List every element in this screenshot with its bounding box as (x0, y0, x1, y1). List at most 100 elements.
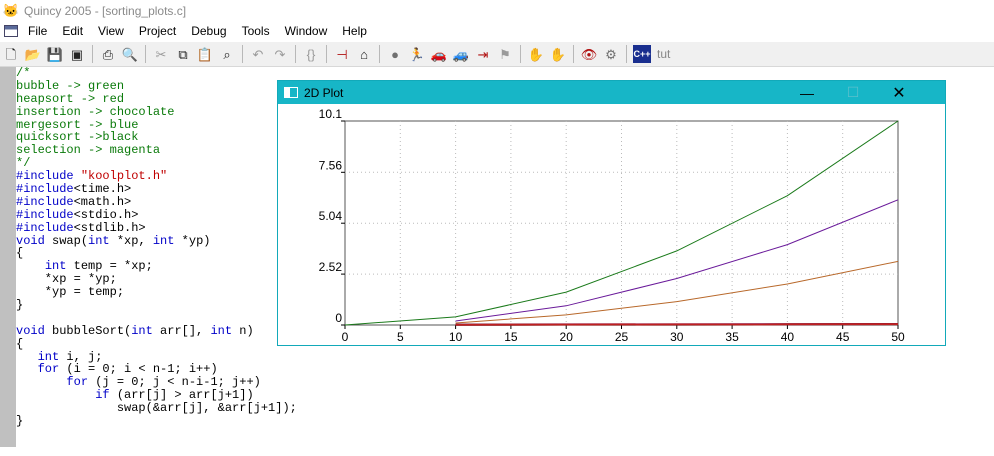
cpp-icon[interactable]: C++ (633, 45, 651, 63)
step-icon[interactable]: 🚗 (430, 46, 448, 62)
home-icon[interactable]: ⌂ (360, 46, 368, 62)
code-line: for (j = 0; j < n-i-1; j++) (16, 376, 994, 389)
code-token: *yp = temp; (16, 285, 125, 300)
code-token: i, j; (59, 349, 103, 364)
minimize-button[interactable]: — (800, 84, 814, 101)
code-token: *xp = *yp; (16, 272, 117, 287)
code-token: "koolplot.h" (80, 169, 168, 184)
new-file-icon[interactable]: 🗋 (5, 46, 17, 62)
code-line: #include<math.h> (16, 194, 994, 209)
close-button[interactable]: ✕ (892, 84, 906, 102)
code-token: <time.h> (73, 182, 132, 197)
code-line: void bubbleSort(int arr[], int n) (16, 323, 994, 338)
series-line-2 (455, 260, 899, 324)
toolbar-separator (92, 45, 93, 63)
watch-icon[interactable]: ✋ (549, 46, 567, 62)
print-icon[interactable]: ⎙ (102, 46, 114, 62)
code-token (16, 350, 38, 364)
breakpoint-icon[interactable]: ⊣ (336, 46, 348, 62)
code-token: #include (16, 169, 81, 184)
x-tick-label: 50 (891, 330, 905, 344)
menu-help[interactable]: Help (342, 24, 367, 38)
code-line: #include<stdio.h> (16, 208, 994, 222)
plot-window-title: 2D Plot (304, 85, 344, 100)
code-line: bubble -> green (16, 78, 994, 93)
code-token: <math.h> (73, 194, 132, 209)
menu-file[interactable]: File (28, 24, 48, 38)
system-menu-icon[interactable] (4, 25, 18, 37)
code-token: (j = 0; j < n-i-1; j++) (88, 375, 261, 390)
code-token: */ (16, 156, 31, 171)
maximize-button[interactable]: ☐ (846, 84, 860, 100)
code-line: { (16, 337, 994, 351)
toolbar-separator (573, 45, 574, 63)
menu-project[interactable]: Project (138, 24, 177, 38)
run-icon[interactable]: 🏃 (408, 46, 426, 62)
x-tick-label: 20 (560, 330, 574, 344)
cut-icon[interactable]: ✂ (155, 46, 167, 62)
code-token: swap(&arr[j], &arr[j+1]); (16, 401, 297, 416)
hand-icon[interactable]: ✋ (527, 46, 545, 62)
code-token: int (152, 233, 175, 248)
code-line: heapsort -> red (16, 92, 994, 106)
code-token: for (66, 375, 89, 390)
code-line: #include<time.h> (16, 183, 994, 196)
menu-view[interactable]: View (98, 24, 124, 38)
code-line: */ (16, 157, 994, 170)
open-folder-icon[interactable]: 📂 (24, 46, 42, 62)
code-line: { (16, 247, 994, 260)
stop-icon[interactable]: ● (391, 46, 399, 62)
step-out-icon[interactable]: ⇥ (477, 46, 489, 62)
flag-icon[interactable]: ⚑ (499, 46, 511, 62)
redo-icon[interactable]: ↷ (274, 46, 286, 62)
menu-edit[interactable]: Edit (62, 24, 84, 38)
code-token: mergesort -> blue (16, 117, 139, 132)
y-tick-label: 2.52 (319, 260, 343, 274)
code-token: void (16, 233, 45, 248)
toolbar-separator (520, 45, 521, 63)
code-token: int (131, 323, 153, 338)
paste-icon[interactable]: 📋 (196, 46, 214, 62)
code-line: int temp = *xp; (16, 260, 994, 273)
code-token: bubble -> green (16, 78, 125, 93)
code-line: *xp = *yp; (16, 273, 994, 286)
x-tick-label: 25 (615, 330, 629, 344)
code-token: n) (232, 323, 254, 338)
series-line-1 (455, 199, 899, 322)
code-token: { (16, 246, 24, 261)
eye-icon[interactable]: 👁 (580, 46, 598, 62)
source-code[interactable]: /* bubble -> green heapsort -> red insertio… (16, 67, 994, 428)
tutorial-icon[interactable]: tut (657, 47, 671, 61)
toolbar: 🗋 📂 💾 ▣ ⎙ 🔍 ✂ ⧉ 📋 ⌕ ↶ ↷ {} ⊣ ⌂ ● 🏃 🚗 🚙 ⇥… (0, 42, 994, 67)
x-tick-label: 35 (725, 330, 739, 344)
print-preview-icon[interactable]: 🔍 (121, 46, 139, 62)
gear-icon[interactable]: ⚙ (605, 46, 617, 62)
save-icon[interactable]: 💾 (46, 46, 64, 62)
copy-icon[interactable]: ⧉ (178, 46, 188, 62)
save-all-icon[interactable]: ▣ (70, 46, 84, 62)
find-icon[interactable]: ⌕ (223, 46, 231, 62)
code-token (16, 388, 95, 402)
line-chart: 0 5 10 15 20 25 30 35 40 45 50 0 2.52 5.04 7.56 10.1 (319, 107, 905, 344)
code-token: bubbleSort( (44, 323, 132, 338)
menu-window[interactable]: Window (284, 24, 328, 38)
braces-icon[interactable]: {} (306, 46, 316, 62)
code-line: if (arr[j] > arr[j+1]) (16, 389, 994, 402)
menu-tools[interactable]: Tools (241, 24, 270, 38)
window-title: Quincy 2005 - [sorting_plots.c] (24, 3, 187, 18)
menu-bar: File Edit View Project Debug Tools Windo… (0, 21, 994, 41)
code-line: selection -> magenta (16, 144, 994, 157)
plot-window[interactable]: 2D Plot — ☐ ✕ 0 5 10 15 20 25 30 35 40 45 50 0 2.52 5… (277, 80, 946, 346)
code-line: int i, j; (16, 349, 994, 364)
toolbar-separator (379, 45, 380, 63)
code-token (16, 259, 45, 273)
code-token: #include (16, 182, 74, 197)
undo-icon[interactable]: ↶ (252, 46, 264, 62)
code-token: } (16, 298, 24, 313)
y-tick-label: 10.1 (319, 107, 343, 121)
menu-debug[interactable]: Debug (191, 24, 227, 38)
plot-title-bar[interactable]: 2D Plot — ☐ ✕ (278, 81, 945, 104)
code-line: for (i = 0; i < n-1; i++) (16, 363, 994, 376)
step-over-icon[interactable]: 🚙 (452, 46, 470, 62)
code-token (16, 362, 38, 376)
